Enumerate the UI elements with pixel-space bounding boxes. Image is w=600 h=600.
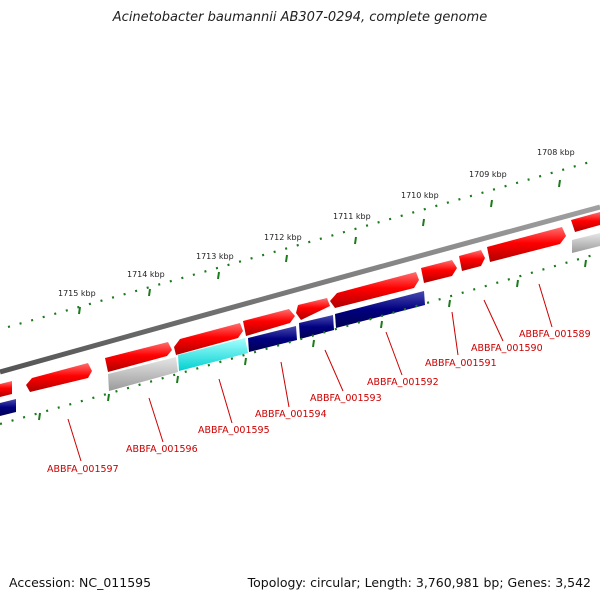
tick-label-1711: 1711 kbp (333, 212, 371, 221)
gene-label-001596: ABBFA_001596 (126, 444, 198, 455)
tick-label-1715: 1715 kbp (58, 289, 96, 298)
tick-label-1708: 1708 kbp (537, 148, 575, 157)
gene-arrow-001590b[interactable] (459, 250, 485, 271)
gene-block-grey-1[interactable] (572, 233, 600, 253)
gene-block-navy-4[interactable] (0, 399, 16, 416)
gene-label-001595: ABBFA_001595 (198, 425, 270, 436)
gene-block-grey-2[interactable] (108, 357, 178, 391)
genome-backbone (0, 204, 600, 375)
gene-arrow-001595[interactable] (174, 323, 243, 355)
gene-label-001589: ABBFA_001589 (519, 329, 591, 340)
gene-arrow-001592[interactable] (330, 272, 419, 308)
gene-arrow-001591[interactable] (421, 260, 457, 283)
inner-major-ticks (38, 259, 587, 421)
genome-summary-text: Topology: circular; Length: 3,760,981 bp… (247, 575, 591, 590)
tick-label-1710: 1710 kbp (401, 191, 439, 200)
gene-arrow-001590a[interactable] (487, 227, 566, 262)
map-title: Acinetobacter baumannii AB307-0294, comp… (112, 10, 488, 25)
gene-block-navy-1[interactable] (335, 291, 425, 328)
outer-tick-ring (7, 160, 591, 329)
tick-label-1713: 1713 kbp (196, 252, 234, 261)
gene-label-001591: ABBFA_001591 (425, 358, 497, 369)
gene-arrow-001594[interactable] (243, 309, 295, 336)
label-connectors (67, 283, 553, 462)
gene-arrow-001596[interactable] (105, 342, 172, 372)
gene-label-001590: ABBFA_001590 (471, 343, 543, 354)
gene-arrow-001589[interactable] (571, 212, 600, 232)
gene-arrow-001593[interactable] (296, 298, 330, 320)
gene-label-001594: ABBFA_001594 (255, 409, 327, 420)
gene-arrow-001597[interactable] (26, 363, 92, 392)
gene-label-001597: ABBFA_001597 (47, 464, 119, 475)
gene-block-cyan[interactable] (178, 338, 248, 371)
reverse-strand (0, 233, 600, 416)
gene-block-navy-3[interactable] (248, 326, 297, 352)
forward-strand (0, 212, 600, 397)
outer-major-ticks (78, 179, 561, 315)
gene-block-navy-2[interactable] (299, 315, 334, 339)
accession-text: Accession: NC_011595 (9, 575, 152, 590)
tick-label-1714: 1714 kbp (127, 270, 165, 279)
gene-label-001592: ABBFA_001592 (367, 377, 439, 388)
tick-label-1712: 1712 kbp (264, 233, 302, 242)
gene-label-001593: ABBFA_001593 (310, 393, 382, 404)
tick-label-1709: 1709 kbp (469, 170, 507, 179)
gene-arrow-edge[interactable] (0, 381, 12, 397)
